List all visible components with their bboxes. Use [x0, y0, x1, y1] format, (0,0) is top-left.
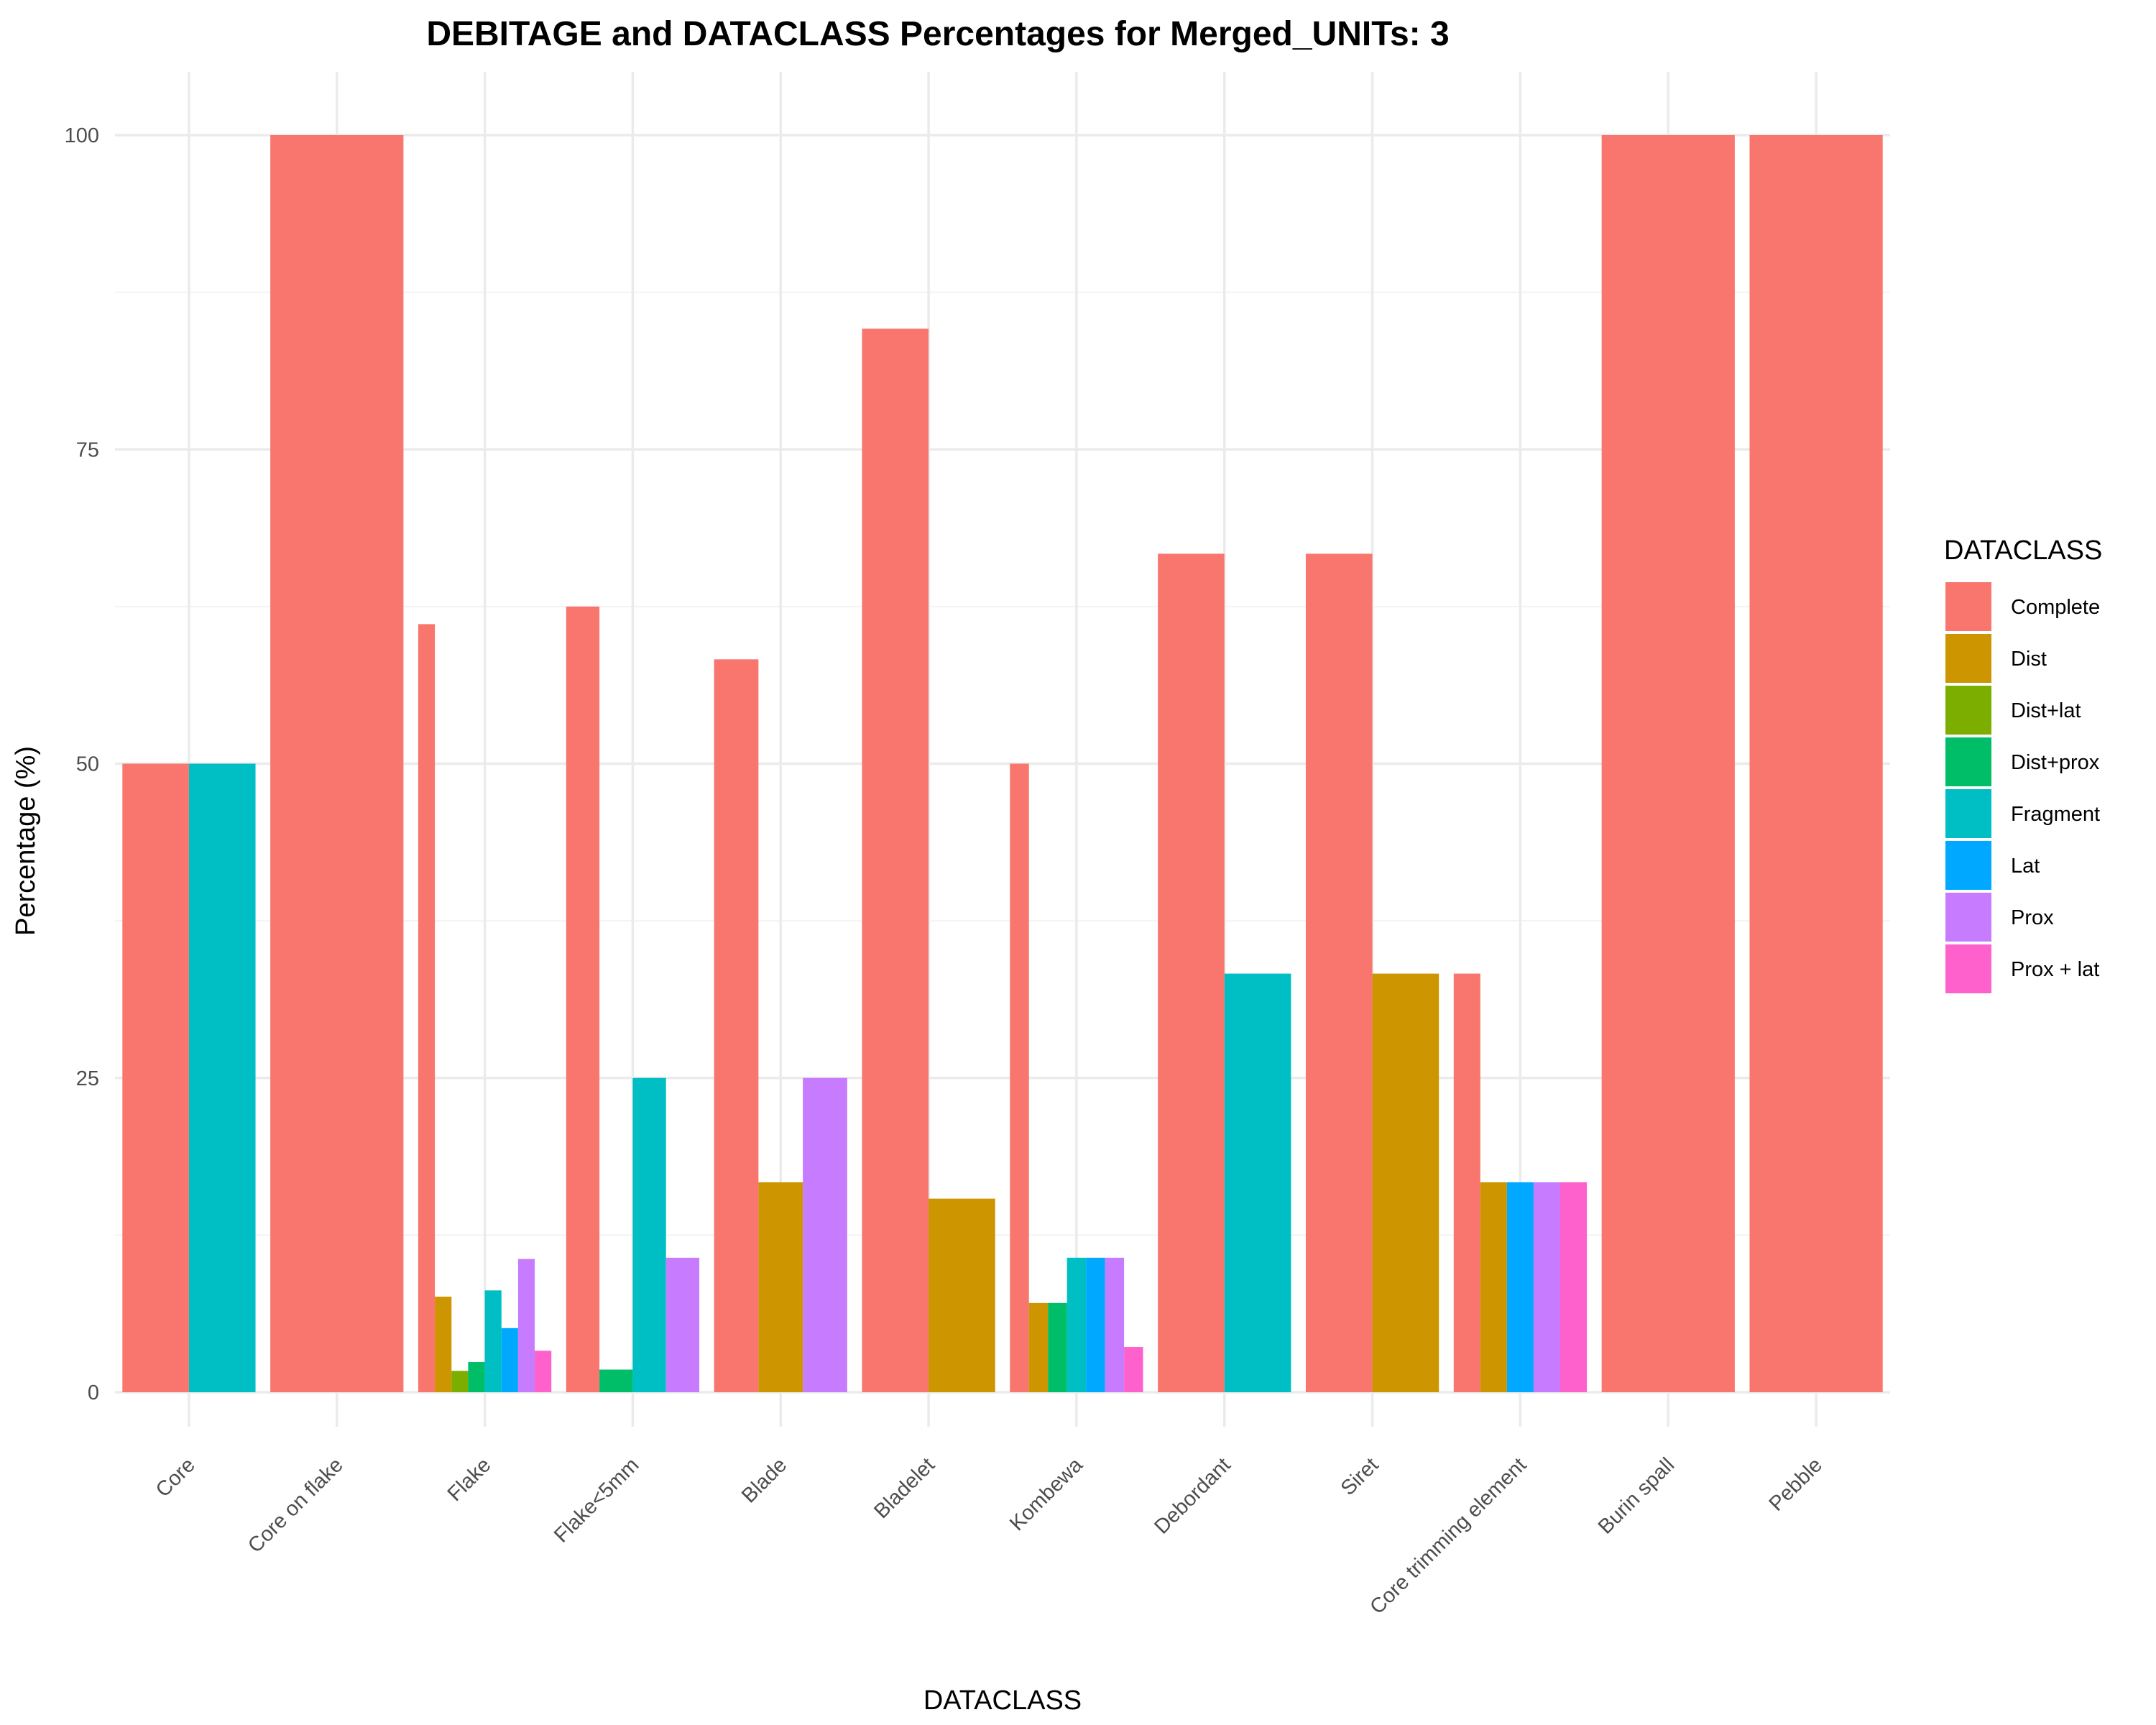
- bar-kombewa-prox: [1105, 1257, 1125, 1392]
- bar-debordant-complete: [1158, 553, 1225, 1392]
- bar-kombewa-dist: [1028, 1302, 1049, 1392]
- x-tick-label: Siret: [1337, 1453, 1383, 1500]
- bar-debordant-fragment: [1224, 973, 1291, 1392]
- legend-label-dist-lat: Dist+lat: [2011, 699, 2081, 722]
- legend-key-dist-lat: [1945, 686, 1991, 735]
- bar-flake-prox-lat: [535, 1351, 552, 1392]
- bar-flake-dist: [435, 1297, 452, 1392]
- x-tick-label: Bladelet: [870, 1453, 939, 1523]
- x-axis-title: DATACLASS: [923, 1685, 1082, 1716]
- bar-flake-dist-lat: [451, 1371, 469, 1392]
- y-tick-label: 100: [65, 124, 99, 147]
- bar-core-fragment: [188, 763, 256, 1392]
- legend-key-dist: [1945, 634, 1991, 683]
- bar-bladelet-dist: [929, 1198, 995, 1392]
- bar-burin-spall-complete: [1601, 135, 1735, 1392]
- x-tick-label: Burin spall: [1594, 1453, 1679, 1538]
- bars: [122, 135, 1883, 1393]
- y-axis-title: Percentage (%): [11, 746, 41, 936]
- x-tick-label: Flake: [443, 1453, 496, 1506]
- y-tick-label: 75: [76, 438, 99, 461]
- bar-flake-5mm-prox: [665, 1257, 700, 1392]
- bar-siret-dist: [1372, 973, 1439, 1392]
- legend-key-prox-lat: [1945, 944, 1991, 993]
- legend-label-lat: Lat: [2011, 855, 2040, 878]
- x-tick-label: Kombewa: [1005, 1453, 1087, 1535]
- chart-title: DEBITAGE and DATACLASS Percentages for M…: [426, 15, 1449, 53]
- legend-key-lat: [1945, 841, 1991, 890]
- bar-pebble-complete: [1749, 135, 1883, 1392]
- bar-core-on-flake-complete: [270, 135, 404, 1392]
- legend-label-dist-prox: Dist+prox: [2011, 751, 2100, 774]
- legend-key-prox: [1945, 893, 1991, 942]
- legend-title: DATACLASS: [1944, 535, 2102, 566]
- y-tick-label: 50: [76, 753, 99, 776]
- legend-label-fragment: Fragment: [2011, 803, 2100, 826]
- bar-kombewa-fragment: [1067, 1257, 1087, 1392]
- bar-flake-prox: [517, 1259, 535, 1392]
- x-tick-labels: Core Core on flake Flake Flake<5mm Blade Blad…: [152, 1453, 1827, 1619]
- bar-core-trimming-element-prox: [1533, 1182, 1560, 1392]
- y-tick-labels: 0 25 50 75 100: [65, 124, 99, 1404]
- bar-flake-5mm-fragment: [632, 1077, 666, 1392]
- bar-bladelet-complete: [862, 328, 929, 1393]
- x-tick-label: Flake<5mm: [550, 1453, 643, 1547]
- legend-label-dist: Dist: [2011, 648, 2047, 671]
- bar-kombewa-lat: [1086, 1257, 1105, 1392]
- bar-kombewa-dist-prox: [1048, 1302, 1067, 1392]
- bar-core-trimming-element-lat: [1506, 1182, 1534, 1392]
- bar-flake-dist-prox: [468, 1362, 485, 1392]
- legend-key-dist-prox: [1945, 737, 1991, 786]
- bar-blade-prox: [803, 1077, 847, 1392]
- x-tick-label: Core on flake: [244, 1453, 348, 1558]
- bar-flake-5mm-dist-prox: [599, 1369, 633, 1392]
- bar-blade-complete: [714, 659, 759, 1392]
- legend-key-fragment: [1945, 789, 1991, 838]
- x-tick-label: Pebble: [1765, 1453, 1827, 1515]
- legend-label-complete: Complete: [2011, 596, 2100, 619]
- bar-flake-fragment: [484, 1290, 502, 1392]
- bar-core-trimming-element-complete: [1453, 973, 1480, 1392]
- legend-key-complete: [1945, 582, 1991, 631]
- bar-siret-complete: [1305, 553, 1373, 1392]
- x-tick-label: Core trimming element: [1365, 1453, 1531, 1619]
- legend: DATACLASS Complete Dist Dist+lat Dist+prox F…: [1944, 535, 2102, 995]
- x-tick-label: Debordant: [1150, 1453, 1235, 1538]
- bar-flake-complete: [418, 624, 436, 1392]
- x-tick-label: Blade: [737, 1453, 791, 1507]
- bar-blade-dist: [758, 1182, 803, 1392]
- x-tick-label: Core: [152, 1453, 200, 1501]
- y-tick-label: 25: [76, 1067, 99, 1090]
- legend-label-prox: Prox: [2011, 906, 2054, 929]
- bar-kombewa-prox-lat: [1124, 1347, 1143, 1392]
- y-tick-label: 0: [88, 1381, 99, 1404]
- legend-label-prox-lat: Prox + lat: [2011, 958, 2099, 981]
- bar-core-trimming-element-dist: [1480, 1182, 1507, 1392]
- bar-kombewa-complete: [1010, 763, 1029, 1392]
- bar-core-trimming-element-prox-lat: [1560, 1182, 1588, 1392]
- bar-flake-lat: [501, 1328, 518, 1392]
- bar-core-complete: [122, 763, 189, 1392]
- bar-flake-5mm-complete: [566, 606, 600, 1392]
